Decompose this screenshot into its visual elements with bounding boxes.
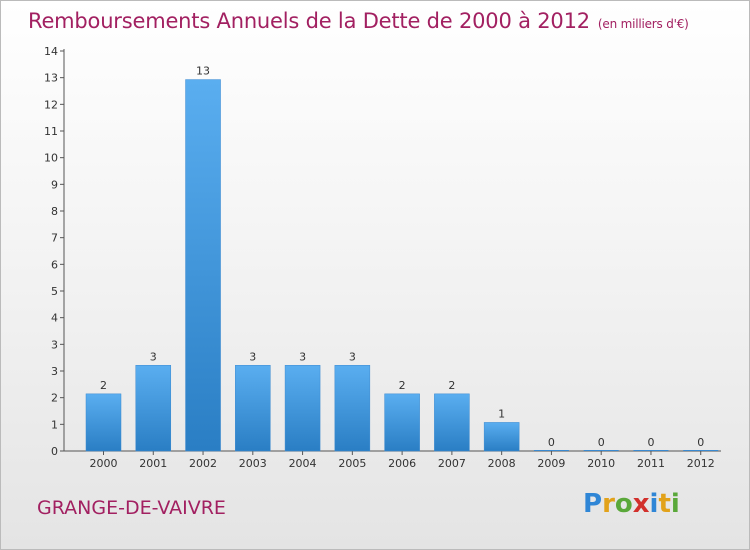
y-tick-label: 3 <box>51 338 58 351</box>
y-tick-label: 13 <box>44 72 58 85</box>
y-tick-label: 7 <box>51 232 58 245</box>
x-tick-label: 2008 <box>488 457 516 470</box>
bar-value-label: 13 <box>196 65 210 78</box>
chart-bars <box>85 79 719 452</box>
x-tick-label: 2003 <box>239 457 267 470</box>
bar-value-label: 1 <box>498 407 505 420</box>
x-tick-label: 2004 <box>289 457 317 470</box>
bar-value-label: 3 <box>349 350 356 363</box>
y-tick-label: 12 <box>44 98 58 111</box>
x-tick-label: 2012 <box>687 457 715 470</box>
bar-value-label: 0 <box>598 436 605 449</box>
y-tick-label: 6 <box>51 258 58 271</box>
bar <box>483 422 520 452</box>
y-tick-label: 0 <box>51 445 58 458</box>
logo-letter: i <box>649 489 659 519</box>
x-tick-label: 2007 <box>438 457 466 470</box>
logo-letter: i <box>670 489 680 519</box>
bar-value-label: 2 <box>100 379 107 392</box>
y-tick-label: 8 <box>51 205 58 218</box>
chart-labels: 2 2000 3 2001 13 2002 3 2003 3 2004 3 2005 2 2006 2 200… <box>90 65 715 470</box>
y-tick-label: 1 <box>51 418 58 431</box>
y-tick-label: 4 <box>51 312 58 325</box>
chart-unit: (en milliers d'€) <box>597 17 689 31</box>
y-tick-label: 2 <box>51 392 58 405</box>
x-tick-label: 2001 <box>139 457 167 470</box>
commune-name: GRANGE-DE-VAIVRE <box>37 497 226 519</box>
y-tick-label: 9 <box>51 178 58 191</box>
y-tick-label: 14 <box>44 45 58 58</box>
bar <box>185 79 221 452</box>
x-tick-label: 2006 <box>388 457 416 470</box>
logo-letter: x <box>632 489 650 519</box>
bar-value-label: 0 <box>647 436 654 449</box>
bar <box>384 393 420 452</box>
bar-value-label: 3 <box>299 350 306 363</box>
chart-title-text: Remboursements Annuels de la Dette de 20… <box>28 9 590 33</box>
logo-letter: t <box>658 489 671 519</box>
bar-value-label: 2 <box>448 379 455 392</box>
bar <box>434 393 470 452</box>
x-tick-label: 2009 <box>537 457 565 470</box>
bar <box>284 365 321 452</box>
logo-letter: P <box>583 489 603 519</box>
x-tick-label: 2011 <box>637 457 665 470</box>
bar-value-label: 3 <box>150 350 157 363</box>
bar-value-label: 0 <box>697 436 704 449</box>
bar <box>85 393 122 452</box>
proxiti-logo: Proxiti <box>583 489 680 519</box>
x-tick-label: 2000 <box>90 457 118 470</box>
logo-letter: o <box>614 489 633 519</box>
y-tick-label: 11 <box>44 125 58 138</box>
y-tick-label: 10 <box>44 152 58 165</box>
chart-title: Remboursements Annuels de la Dette de 20… <box>28 9 689 33</box>
x-tick-label: 2010 <box>587 457 615 470</box>
bar-value-label: 0 <box>548 436 555 449</box>
bar <box>235 365 271 452</box>
x-tick-label: 2002 <box>189 457 217 470</box>
logo-letter: r <box>602 489 615 519</box>
bar <box>334 365 371 452</box>
bar-value-label: 2 <box>399 379 406 392</box>
x-tick-label: 2005 <box>338 457 366 470</box>
y-tick-label: 5 <box>51 285 58 298</box>
bar-value-label: 3 <box>249 350 256 363</box>
bar <box>135 365 172 452</box>
y-tick-label: 3 <box>51 365 58 378</box>
